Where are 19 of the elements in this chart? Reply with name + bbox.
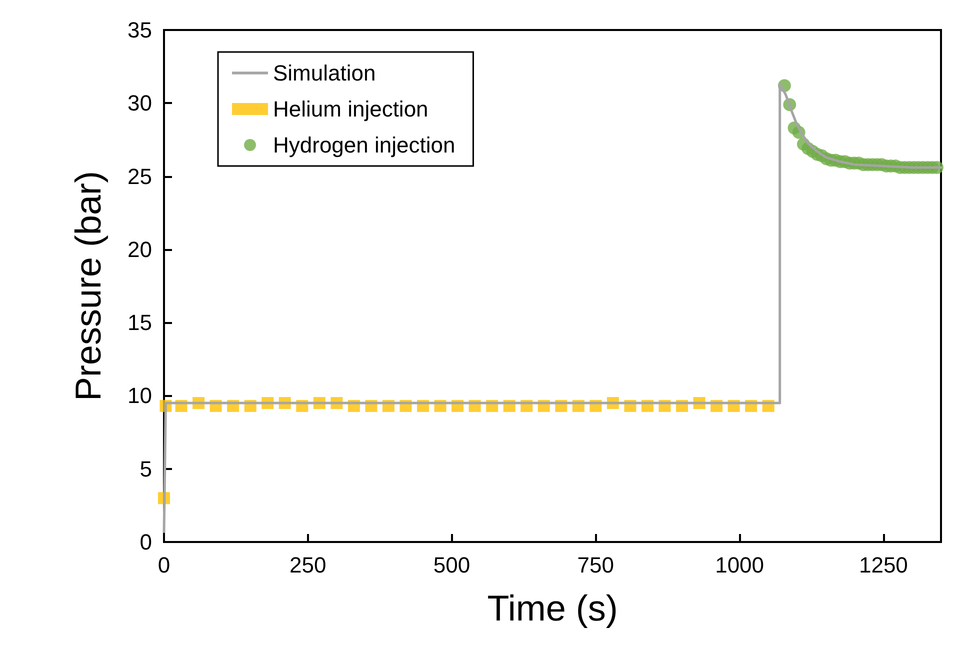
y-tick-label: 20 — [128, 236, 152, 262]
y-tick-label: 0 — [140, 530, 152, 554]
x-tick-label: 500 — [433, 552, 470, 578]
legend-label: Simulation — [273, 60, 376, 86]
y-tick-label: 5 — [140, 456, 152, 482]
x-tick-label: 250 — [290, 552, 326, 578]
legend-label: Hydrogen injection — [273, 132, 456, 158]
y-tick-label: 30 — [128, 90, 152, 116]
x-axis-title: Time (s) — [487, 588, 618, 628]
y-tick-label: 15 — [128, 310, 152, 336]
y-tick-label: 10 — [128, 383, 152, 408]
x-tick-label: 1000 — [715, 552, 764, 578]
legend-label: Helium injection — [273, 96, 428, 122]
y-tick-label: 35 — [128, 18, 152, 42]
x-tick-label: 0 — [158, 552, 170, 578]
x-tick-label: 1250 — [858, 552, 908, 578]
y-axis-title: Pressure (bar) — [68, 170, 108, 402]
x-tick-label: 750 — [577, 552, 614, 578]
y-tick-label: 25 — [128, 164, 152, 189]
